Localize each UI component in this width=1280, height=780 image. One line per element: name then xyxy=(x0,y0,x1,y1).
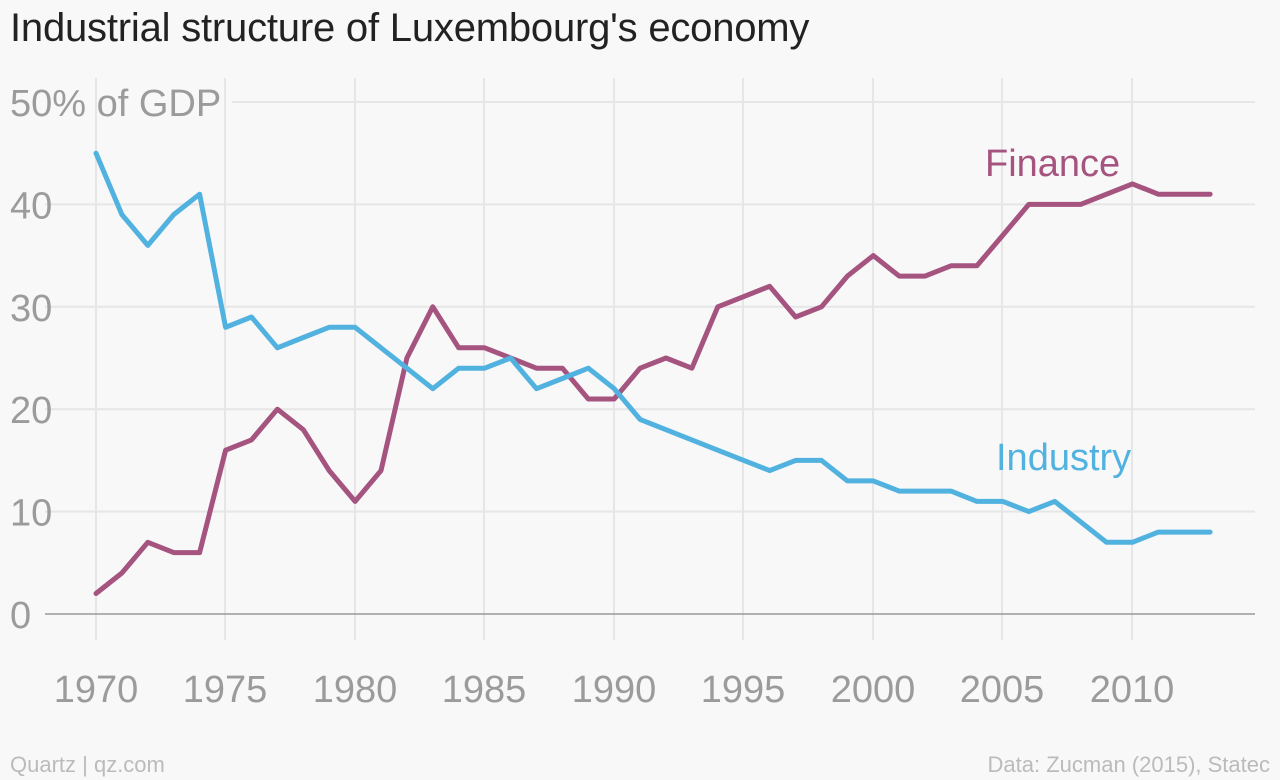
series-line-finance xyxy=(93,181,1213,596)
series-layer xyxy=(93,150,1213,596)
chart-title: Industrial structure of Luxembourg's eco… xyxy=(10,6,810,50)
series-line-industry xyxy=(93,150,1213,545)
y-tick-label: 10 xyxy=(10,493,52,535)
grid-layer xyxy=(45,78,1255,640)
footer-source-left: Quartz | qz.com xyxy=(10,752,165,777)
x-tick-label: 1990 xyxy=(572,669,657,711)
series-label-industry: Industry xyxy=(996,437,1131,479)
x-tick-label: 1975 xyxy=(183,669,268,711)
x-tick-label: 1970 xyxy=(54,669,139,711)
y-tick-label: 0 xyxy=(10,595,31,637)
x-tick-label: 1995 xyxy=(701,669,786,711)
y-tick-label: 40 xyxy=(10,185,52,227)
x-tick-label: 2005 xyxy=(960,669,1045,711)
series-label-finance: Finance xyxy=(985,143,1120,185)
y-tick-label: 30 xyxy=(10,288,52,330)
x-tick-label: 1985 xyxy=(442,669,527,711)
y-tick-label: 50% of GDP xyxy=(10,83,221,125)
axis-layer: 0 10 20 30 40 50% of GDP 1970 1975 1980 1985 1990 1… xyxy=(10,83,1174,711)
x-tick-label: 2010 xyxy=(1090,669,1175,711)
x-tick-label: 2000 xyxy=(831,669,916,711)
label-layer: Finance Industry xyxy=(985,143,1131,479)
footer-source-right: Data: Zucman (2015), Statec xyxy=(987,752,1270,777)
y-tick-label: 20 xyxy=(10,390,52,432)
x-tick-label: 1980 xyxy=(313,669,398,711)
